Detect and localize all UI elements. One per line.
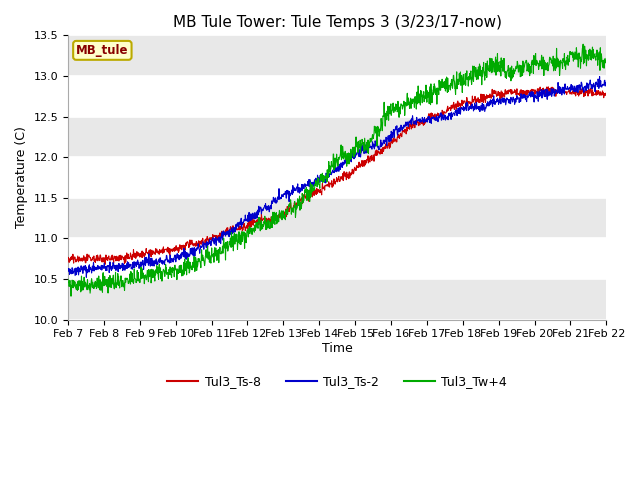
Bar	[68, 279, 606, 320]
Bar	[68, 36, 606, 76]
Bar	[68, 117, 606, 157]
Y-axis label: Temperature (C): Temperature (C)	[15, 127, 28, 228]
Text: MB_tule: MB_tule	[76, 44, 129, 57]
Legend: Tul3_Ts-8, Tul3_Ts-2, Tul3_Tw+4: Tul3_Ts-8, Tul3_Ts-2, Tul3_Tw+4	[162, 370, 512, 393]
Title: MB Tule Tower: Tule Temps 3 (3/23/17-now): MB Tule Tower: Tule Temps 3 (3/23/17-now…	[173, 15, 502, 30]
X-axis label: Time: Time	[322, 342, 353, 355]
Bar	[68, 198, 606, 239]
